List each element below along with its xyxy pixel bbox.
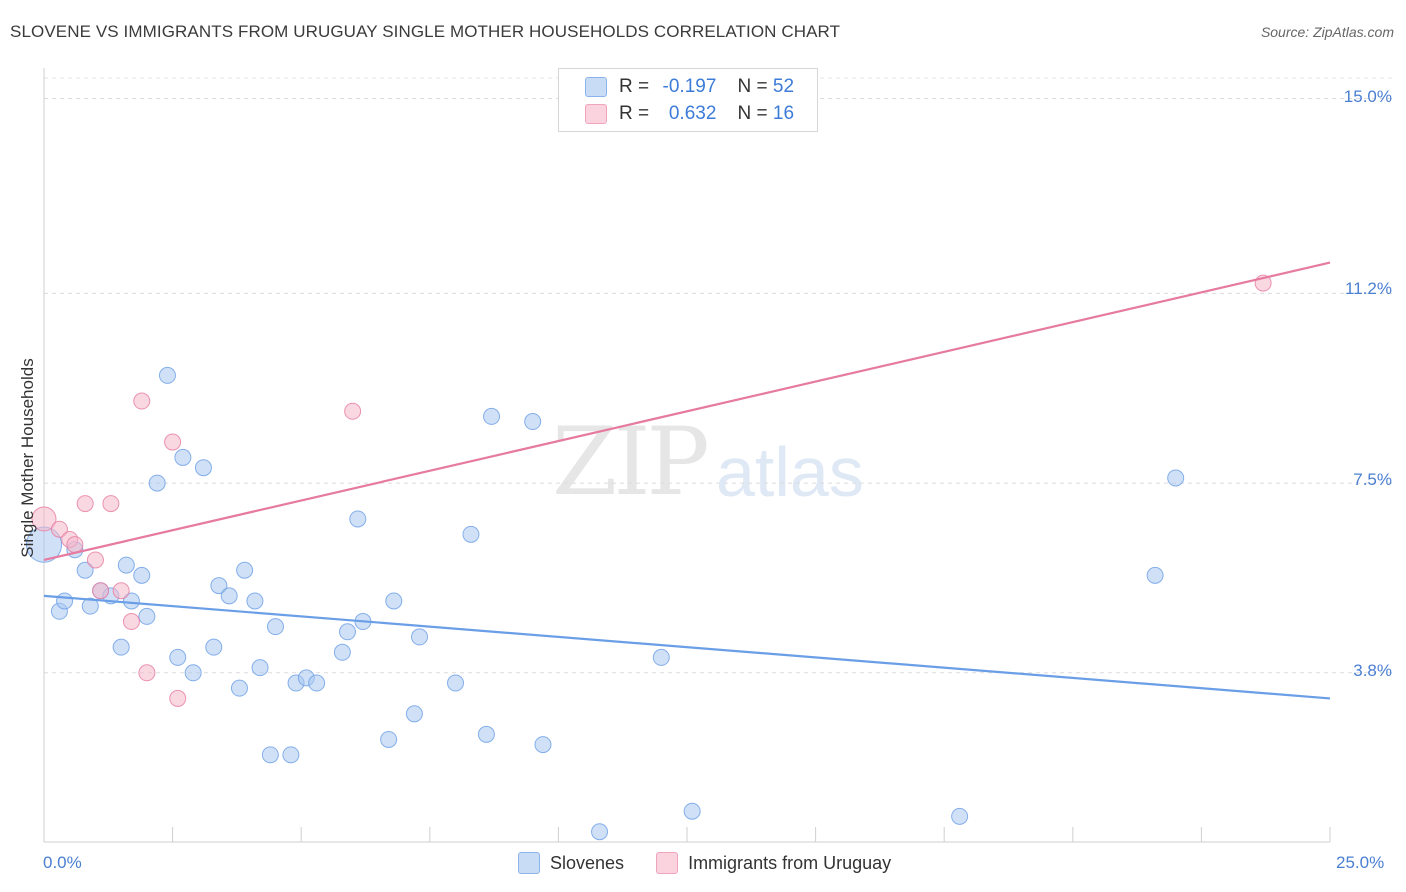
n-label: N = [737,103,768,124]
uruguay-trend-line [43,261,1331,562]
uruguay-point [133,392,151,410]
slovene-point [524,413,542,431]
slovene-point [349,510,367,528]
stats-legend: R = -0.197 N = 52 R = 0.632 N = 16 [558,68,818,132]
y-tick-label: 7.5% [1353,470,1392,489]
source-label: Source: ZipAtlas.com [1260,24,1394,40]
uruguay-point [164,433,182,451]
slovene-point [308,674,326,692]
r-value: 0.632 [668,103,717,124]
swatch [585,104,607,124]
r-value: -0.197 [662,76,717,97]
stats-row-slovenes: R = -0.197 N = 52 [585,76,794,98]
legend-label: Slovenes [550,852,625,873]
slovene-point [210,577,228,595]
slovene-point [205,638,223,656]
watermark-atlas: atlas [716,433,864,511]
swatch [585,77,607,97]
slovene-point [447,674,465,692]
stats-row-uruguay: R = 0.632 N = 16 [585,103,794,125]
legend-label: Immigrants from Uruguay [688,852,892,873]
watermark-zip: ZIP [552,408,710,517]
slovene-point [261,746,279,764]
x-tick-label: 25.0% [1336,853,1385,872]
uruguay-point [344,402,362,420]
slovene-point [251,659,269,677]
slovene-point [1167,469,1185,487]
n-value: 52 [772,76,795,97]
uruguay-point [31,506,57,532]
r-label: R = [619,76,650,97]
slovene-point [230,679,248,697]
slovene-point [385,592,403,610]
slovene-point [236,561,254,579]
slovene-point [194,459,212,477]
uruguay-point [122,613,140,631]
slovene-point [1146,566,1164,584]
slovene-point [683,802,701,820]
slovene-point [951,807,969,825]
slovene-point [169,648,187,666]
slovene-point [133,566,151,584]
slovene-point [534,736,552,754]
uruguay-point [86,551,104,569]
uruguay-point [169,689,187,707]
uruguay-point [50,520,68,538]
slovene-point [112,638,130,656]
n-value: 16 [772,103,795,124]
slovene-point [76,561,94,579]
slovene-point [333,643,351,661]
slovene-point [81,597,99,615]
r-label: R = [619,103,650,124]
swatch [518,852,540,874]
legend-item-slovenes: Slovenes [518,852,624,874]
slovene-point [591,823,609,841]
slovene-point [380,730,398,748]
x-tick-label: 0.0% [43,853,82,872]
slovene-trend-line [43,594,1331,700]
slovene-point [220,587,238,605]
uruguay-point [92,582,110,600]
slovene-point [483,407,501,425]
n-label: N = [737,76,768,97]
slovene-point [158,366,176,384]
slovene-point [56,592,74,610]
slovene-point [184,664,202,682]
slovene-point [411,628,429,646]
slovene-point [652,648,670,666]
swatch [656,852,679,874]
uruguay-point [112,582,130,600]
slovene-point [174,448,192,466]
slovene-point [405,705,423,723]
slovene-point [338,623,356,641]
slovene-point [148,474,166,492]
slovene-point [462,525,480,543]
y-tick-label: 15.0% [1343,87,1392,106]
series-legend: Slovenes Immigrants from Uruguay [518,852,923,874]
y-tick-label: 3.8% [1353,661,1392,680]
slovene-point [246,592,264,610]
slovene-point [138,607,156,625]
y-axis-label: Single Mother Households [18,358,37,558]
uruguay-point [102,495,120,513]
legend-item-uruguay: Immigrants from Uruguay [656,852,891,874]
slovene-point [117,556,135,574]
slovene-point [282,746,300,764]
uruguay-point [66,536,84,554]
y-tick-label: 11.2% [1345,279,1392,298]
slovene-point [477,725,495,743]
chart-title: SLOVENE VS IMMIGRANTS FROM URUGUAY SINGL… [10,22,841,41]
slovene-point [122,592,140,610]
slovene-point [266,618,284,636]
uruguay-point [76,495,94,513]
uruguay-point [138,664,156,682]
